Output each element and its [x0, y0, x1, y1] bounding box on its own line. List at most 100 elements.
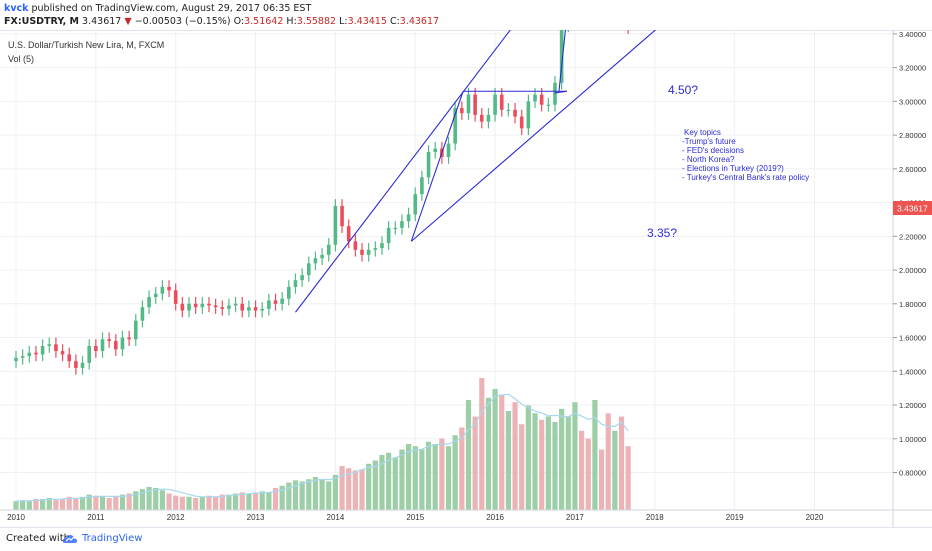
- candle-body: [386, 227, 391, 244]
- price-tick-label: 2.60000: [899, 165, 926, 174]
- candle-body: [273, 300, 278, 304]
- trendline-spike: [558, 30, 566, 92]
- candle-body: [207, 303, 211, 306]
- candle-body: [140, 307, 145, 321]
- volume-bar: [326, 481, 332, 510]
- candle-body: [193, 303, 198, 308]
- candle-body: [380, 243, 384, 249]
- volume-bar: [266, 492, 272, 510]
- tradingview-link[interactable]: TradingView: [82, 533, 143, 544]
- low-value: 3.43415: [347, 16, 387, 27]
- price-axis[interactable]: 0.80000 1.00000 1.20000 1.40000 1.60000 1.800…: [892, 30, 926, 527]
- time-tick-label: 2012: [167, 513, 185, 522]
- price-tick-label: 1.40000: [899, 367, 926, 376]
- trendline: [410, 30, 657, 242]
- price-chart[interactable]: 0.80000 1.00000 1.20000 1.40000 1.60000 1.800…: [0, 30, 932, 527]
- volume-bar: [492, 389, 498, 510]
- candle-body: [519, 116, 524, 129]
- topic-line: - Turkey's Central Bank's rate policy: [682, 173, 809, 182]
- volume-bar: [598, 449, 605, 510]
- volume-bar: [512, 402, 518, 510]
- candle-body: [60, 351, 65, 355]
- volume-bar: [405, 444, 412, 510]
- volume-bar: [213, 496, 219, 510]
- volume-bar: [419, 449, 425, 510]
- volume-bar: [505, 411, 512, 510]
- candle-body: [87, 345, 91, 363]
- volume-bar: [346, 468, 352, 510]
- volume-bar: [525, 405, 531, 510]
- candle-body: [446, 143, 451, 158]
- volume-bar: [312, 477, 319, 510]
- candle-body: [493, 94, 497, 115]
- author-link[interactable]: kvck: [4, 3, 29, 14]
- candle-body: [366, 249, 371, 255]
- topic-line: - Elections in Turkey (2019?): [682, 164, 784, 173]
- trendlines: [295, 30, 657, 313]
- candle-body: [533, 94, 537, 102]
- high-label: H:: [286, 16, 297, 27]
- candle-body: [300, 275, 304, 281]
- volume-bar: [386, 452, 392, 510]
- candle-body: [420, 177, 424, 195]
- candle-body: [160, 286, 165, 294]
- topic-line: -Trump's future: [682, 137, 736, 146]
- low-label: L:: [339, 16, 348, 27]
- trendline: [295, 30, 511, 313]
- symbol-label[interactable]: FX:USDTRY, M: [4, 16, 80, 27]
- volume-bar: [13, 501, 19, 510]
- volume-bar: [592, 400, 598, 510]
- time-axis[interactable]: 2010 2011 2012 2013 2014 2015 2016 2017 2018 2019…: [0, 509, 932, 522]
- candle-body: [34, 352, 38, 355]
- candle-body: [47, 344, 52, 346]
- volume-bar: [79, 496, 86, 510]
- volume-bar: [232, 493, 239, 510]
- ohlc-line: FX:USDTRY, M 3.43617 ▼ −0.00503 (−0.15%)…: [4, 16, 439, 27]
- volume-bar: [319, 479, 325, 510]
- open-value: 3.51642: [244, 16, 284, 27]
- candle-body: [293, 280, 298, 287]
- volume-bar: [186, 496, 192, 510]
- candle-body: [253, 307, 258, 311]
- volume-bar: [252, 492, 259, 510]
- candle-body: [506, 109, 511, 111]
- volume-bar: [46, 497, 52, 510]
- volume-bar: [226, 494, 232, 510]
- candle-body: [453, 108, 457, 144]
- price-tick-label: 1.00000: [899, 435, 926, 444]
- candle-body: [27, 352, 32, 357]
- price-tick-label: 1.60000: [899, 334, 926, 343]
- volume-bar: [499, 394, 505, 510]
- candle-body: [346, 226, 351, 242]
- volume-bar: [33, 499, 39, 510]
- volume-bar: [352, 470, 358, 510]
- grid: [0, 30, 893, 510]
- created-with-text: Created with: [6, 533, 70, 544]
- volume-bar: [173, 495, 179, 510]
- candle-body: [94, 345, 98, 352]
- candle-body: [499, 94, 504, 110]
- candle-body: [280, 298, 284, 304]
- candle-body: [14, 357, 18, 362]
- volume-bar: [379, 455, 385, 510]
- volume-bar: [73, 497, 79, 510]
- volume-bar: [106, 497, 112, 510]
- candle-body: [333, 205, 338, 245]
- key-topics-note: Key topics -Trump's future - FED's decis…: [682, 128, 809, 182]
- volume-bar: [153, 488, 159, 510]
- candle-body: [260, 308, 265, 311]
- volume-bar: [306, 479, 312, 510]
- candle-body: [539, 94, 544, 105]
- publish-text: published on TradingView.com, August 29,…: [28, 3, 312, 14]
- volume-bar: [372, 460, 378, 510]
- candle-body: [213, 305, 218, 308]
- volume-bar: [479, 378, 485, 510]
- volume-bar: [93, 495, 99, 510]
- volume-bar: [366, 463, 372, 510]
- volume-bar: [133, 491, 139, 510]
- time-tick-label: 2015: [406, 513, 424, 522]
- volume-bar: [445, 446, 452, 510]
- candle-body: [320, 254, 324, 259]
- candle-body: [227, 305, 231, 309]
- candle-body: [80, 362, 85, 368]
